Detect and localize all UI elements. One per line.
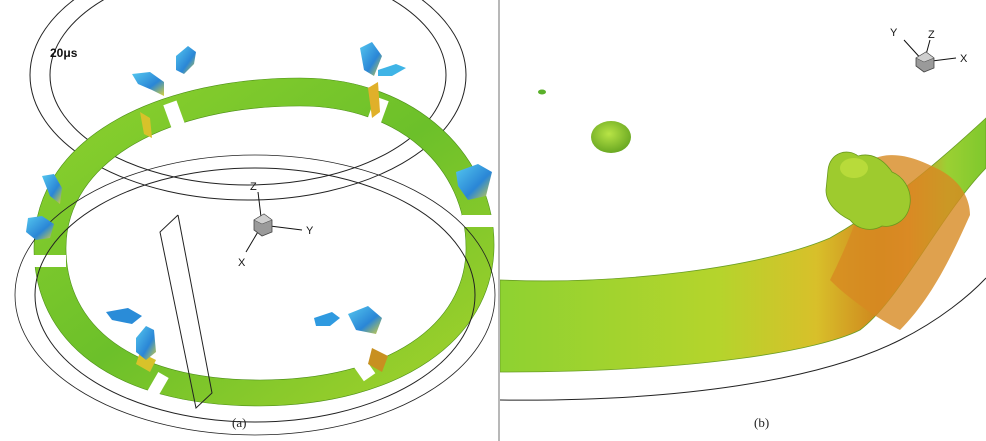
ring-gap [30,255,66,267]
axis-label-x: X [238,257,246,269]
blob-highlight [840,158,868,178]
outline-curve [500,277,986,401]
ring-accent [368,348,388,372]
droplet-group [26,42,492,360]
ring-accent [136,352,156,372]
ring-gap [346,348,376,382]
time-label: 20μs [50,46,78,60]
axis-label-y: Y [306,225,314,237]
droplet-small [538,89,546,95]
droplet [591,121,631,153]
ring-gap [143,372,169,404]
ring-accent [368,82,380,118]
ring-gap [462,215,496,227]
axis-label-y: Y [890,27,898,39]
axis-triad-b: Y Z X [890,27,968,73]
axis-label-x: X [960,53,968,65]
outline-ellipse-lower-outer2 [14,154,496,436]
ring-accent [140,112,152,138]
panel-a: Z Y X 20μs (a) [14,0,496,436]
axis-triad-a: Z Y X [238,181,314,269]
panel-a-scene: Z Y X [14,0,496,436]
ring-gap [163,100,187,134]
ring-band [33,77,495,407]
caption-a: (a) [232,415,247,430]
panel-b-scene: Y Z X [500,27,986,401]
outline-ellipse-inner [49,0,447,186]
axis-label-z: Z [928,29,935,41]
outline-ellipse-lower-outer [34,167,476,423]
panel-divider [498,0,500,441]
panel-b: Y Z X (b) [500,0,986,441]
caption-b: (b) [754,415,770,430]
outline-ellipse-outer [29,0,467,201]
domain-wedge [159,214,213,409]
axis-label-z: Z [250,181,257,193]
